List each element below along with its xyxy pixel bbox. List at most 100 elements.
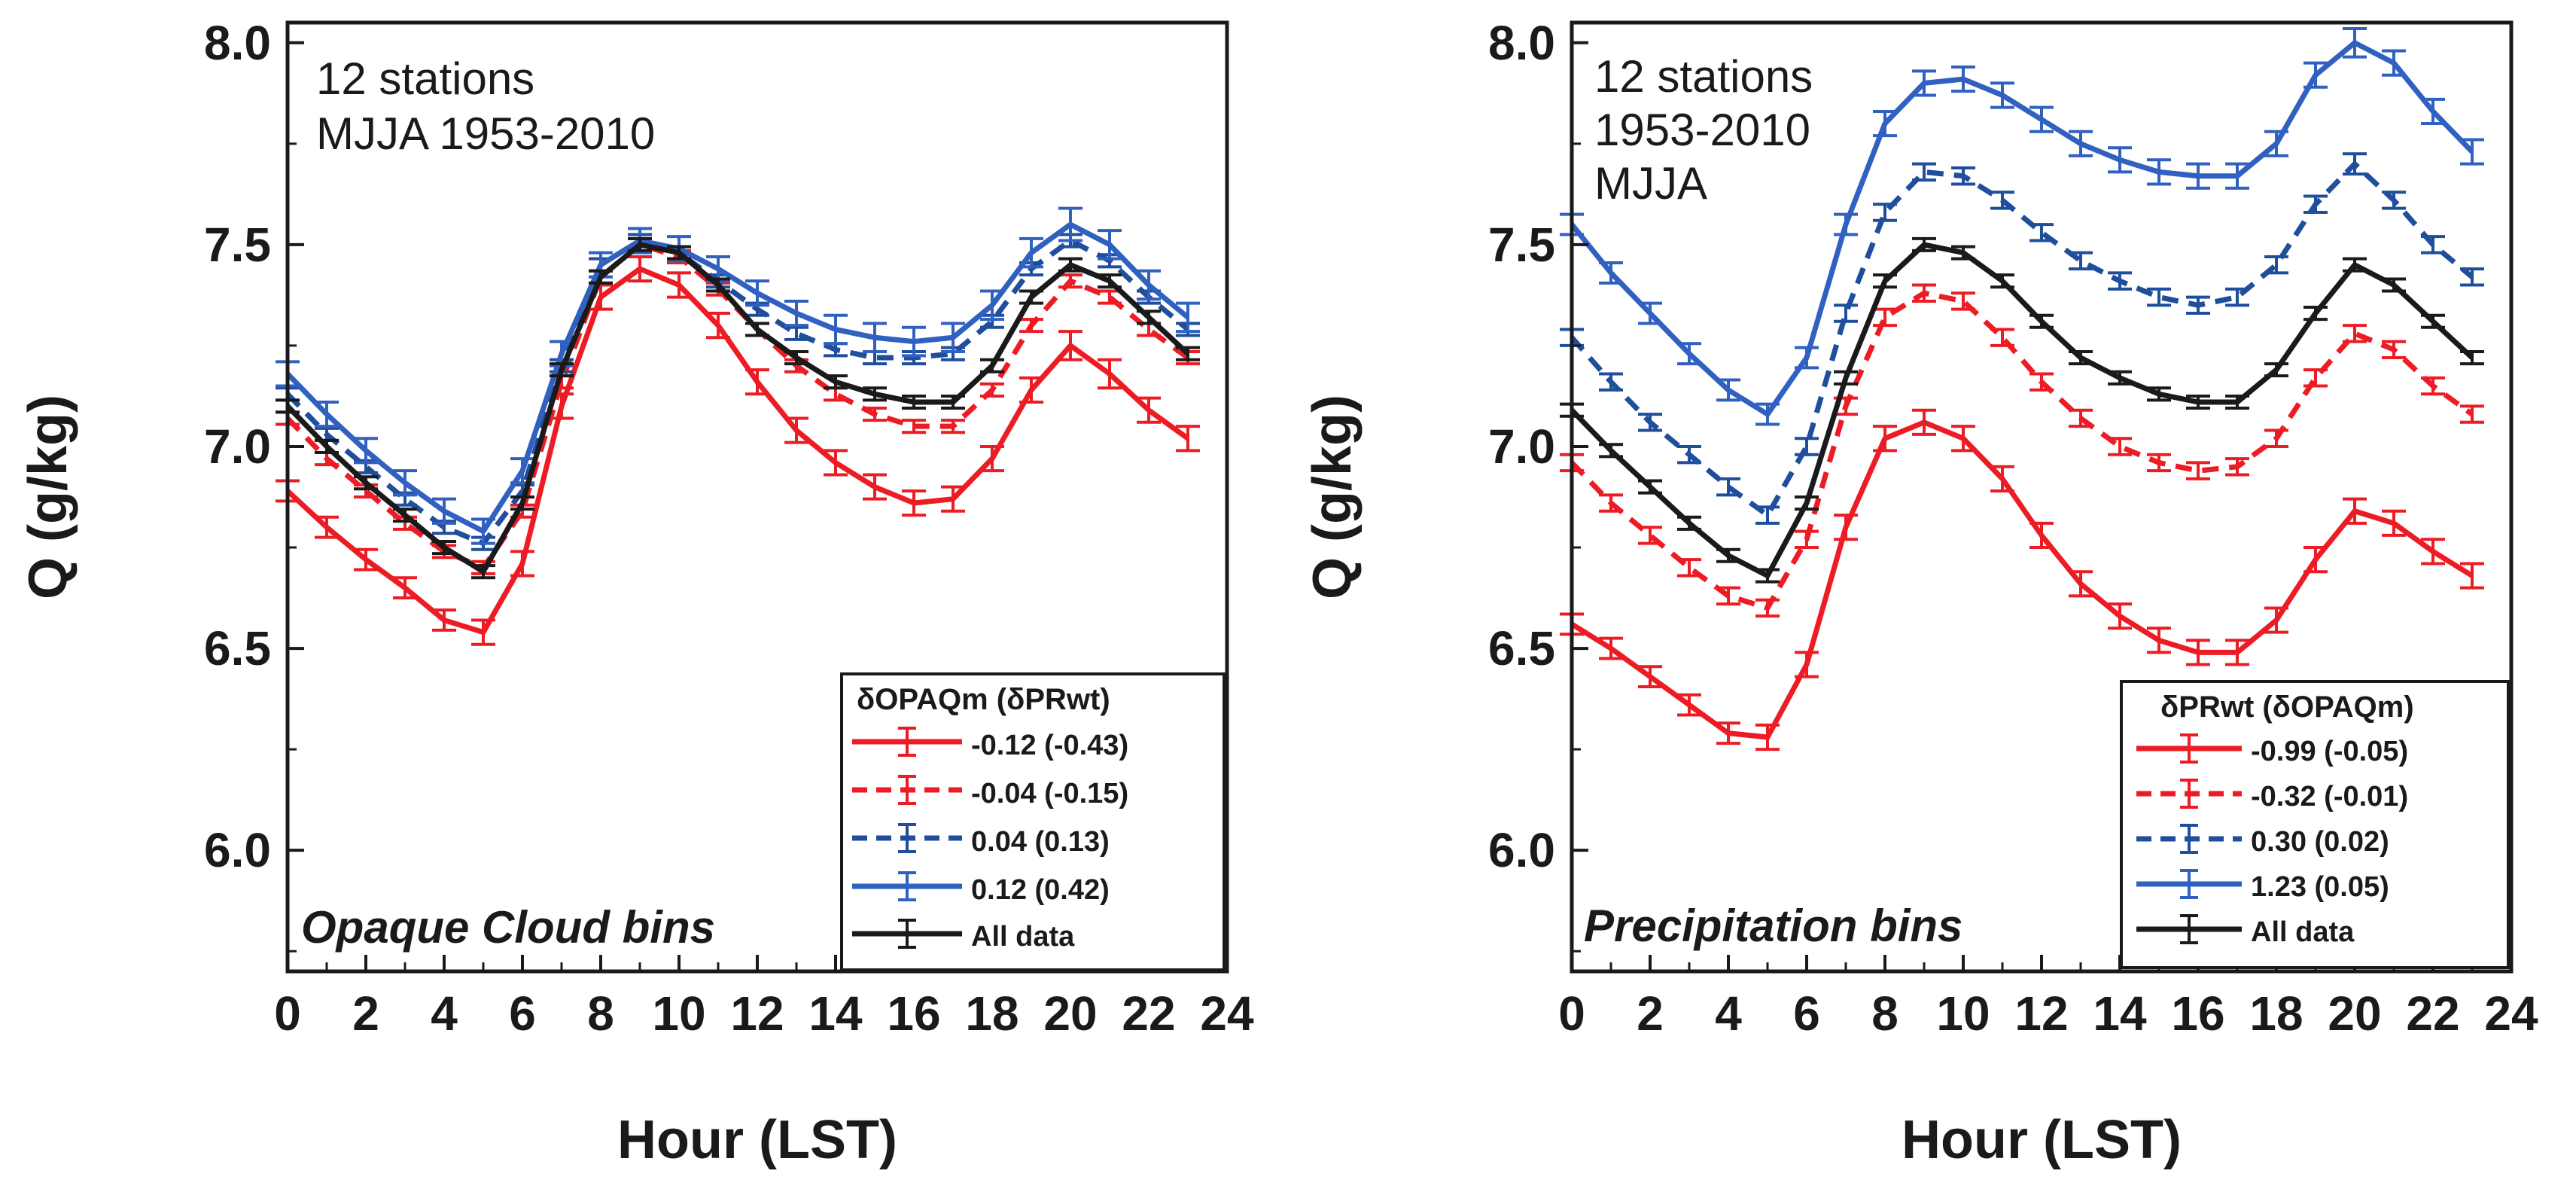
right-annotation-line-1: 12 stations — [1594, 51, 1813, 102]
right-series-line — [1570, 419, 2474, 740]
left-error-bar — [863, 407, 887, 422]
right-x-tick-label: 18 — [2249, 986, 2303, 1041]
right-series-4 — [1560, 27, 2484, 426]
right-x-tick-label: 0 — [1558, 986, 1585, 1041]
left-legend-sample-2 — [852, 775, 962, 805]
left-error-bar — [1137, 396, 1161, 424]
right-error-bar — [2225, 394, 2249, 410]
left-error-bar — [1019, 289, 1043, 305]
left-error-bar — [432, 608, 456, 632]
right-error-bar — [2303, 61, 2328, 89]
right-error-bar — [1795, 495, 1819, 511]
right-error-bar — [2147, 627, 2171, 654]
left-error-bar — [471, 517, 495, 545]
right-x-tick-label: 8 — [1871, 986, 1899, 1041]
right-error-bar — [1990, 273, 2014, 289]
right-error-bar — [2147, 287, 2171, 307]
right-series-layer — [1560, 27, 2484, 752]
left-y-axis-label: Q (g/kg) — [18, 395, 78, 599]
left-error-bar — [1137, 309, 1161, 325]
right-error-bar — [2303, 194, 2328, 214]
left-error-bar — [471, 564, 495, 580]
right-legend-label-1: -0.99 (-0.05) — [2251, 736, 2408, 767]
right-error-bar — [1990, 191, 2014, 210]
left-error-bar — [1019, 318, 1043, 334]
right-error-bar — [2460, 138, 2484, 166]
left-error-bar — [863, 386, 887, 402]
right-error-bar — [1990, 328, 2014, 347]
right-legend-sample-5 — [2136, 914, 2242, 944]
left-error-bar — [980, 358, 1004, 373]
right-x-tick-label: 14 — [2093, 986, 2147, 1041]
left-series-5 — [276, 236, 1200, 580]
left-error-bar — [902, 489, 926, 517]
right-x-tick-label: 20 — [2328, 986, 2381, 1041]
right-error-bar — [1795, 529, 1819, 550]
left-y-tick-label: 7.5 — [204, 218, 271, 272]
left-error-bar — [1176, 301, 1200, 334]
right-error-bar — [2382, 277, 2406, 293]
right-y-axis-label: Q (g/kg) — [1302, 395, 1363, 599]
left-error-bar — [393, 469, 417, 497]
right-error-bar — [1873, 425, 1897, 453]
right-error-bar — [2029, 105, 2054, 133]
left-error-bar — [510, 495, 534, 511]
left-error-bar — [1058, 206, 1082, 242]
right-error-bar — [2421, 376, 2445, 396]
right-error-bar — [1990, 465, 2014, 492]
left-error-bar — [1098, 273, 1122, 289]
right-error-bar — [1638, 479, 1662, 495]
right-error-bar — [2186, 295, 2210, 316]
right-x-tick-label: 10 — [1936, 986, 1990, 1041]
left-chart-panel: 0 2 4 6 8 10 12 14 16 18 20 22 246.06.57.07.58.0 12 … — [18, 16, 1254, 1170]
left-x-tick-label: 8 — [587, 986, 614, 1041]
left-x-tick-label: 24 — [1200, 986, 1254, 1041]
left-legend-label-3: 0.04 (0.13) — [971, 826, 1110, 858]
left-error-bar — [784, 325, 808, 341]
right-error-bar — [1716, 586, 1740, 606]
right-legend-sample-1 — [2136, 733, 2242, 764]
left-annotation-line-2: MJJA 1953-2010 — [316, 108, 655, 159]
left-error-bar — [315, 438, 339, 455]
right-error-bar — [1638, 526, 1662, 545]
right-error-bar — [1599, 636, 1623, 660]
left-x-tick-label: 0 — [274, 986, 301, 1041]
right-error-bar — [2343, 27, 2367, 59]
left-series-layer — [276, 206, 1200, 646]
left-error-bar — [1019, 376, 1043, 404]
left-error-bar — [589, 269, 613, 285]
left-error-bar — [824, 374, 848, 390]
right-error-bar — [1795, 437, 1819, 456]
left-error-bar — [745, 279, 769, 307]
right-error-bar — [1716, 721, 1740, 745]
right-error-bar — [1599, 261, 1623, 285]
left-error-bar — [824, 313, 848, 346]
left-error-bar — [941, 485, 965, 513]
right-error-bar — [1716, 547, 1740, 563]
right-error-bar — [1912, 283, 1936, 303]
left-error-bar — [863, 473, 887, 501]
left-error-bar — [902, 394, 926, 410]
left-y-tick-label: 7.0 — [204, 419, 271, 474]
left-error-bar — [628, 236, 652, 252]
right-x-tick-label: 12 — [2014, 986, 2068, 1041]
right-error-bar — [2421, 313, 2445, 329]
right-error-bar — [1638, 665, 1662, 688]
right-error-bar — [1795, 346, 1819, 370]
right-error-bar — [1716, 378, 1740, 402]
right-error-bar — [2029, 313, 2054, 329]
left-error-bar — [354, 437, 378, 465]
left-error-bar — [315, 515, 339, 539]
left-annotation-line-1: 12 stations — [316, 53, 534, 104]
right-error-bar — [2460, 404, 2484, 424]
right-error-bar — [1716, 477, 1740, 497]
right-error-bar — [1951, 291, 1975, 311]
right-error-bar — [2225, 162, 2249, 190]
left-error-bar — [902, 325, 926, 358]
left-error-bar — [354, 547, 378, 572]
right-error-bar — [1638, 301, 1662, 325]
right-legend-samples — [2136, 733, 2242, 944]
right-error-bar — [2343, 257, 2367, 273]
right-error-bar — [2460, 267, 2484, 287]
left-error-bar — [1058, 330, 1082, 361]
